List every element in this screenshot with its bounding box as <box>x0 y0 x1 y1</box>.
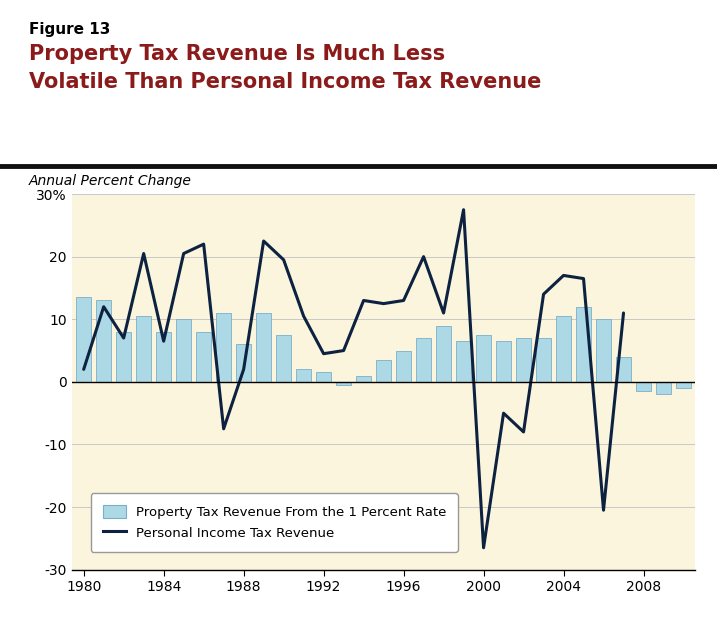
Bar <box>576 307 591 382</box>
Bar <box>96 300 111 382</box>
Bar <box>536 338 551 382</box>
Bar <box>556 316 571 382</box>
Bar <box>416 338 431 382</box>
Bar <box>136 316 151 382</box>
Bar <box>156 332 171 382</box>
Bar <box>216 313 231 382</box>
Bar <box>676 382 691 388</box>
Bar <box>276 335 291 382</box>
Bar <box>196 332 211 382</box>
Bar <box>76 297 91 382</box>
Bar <box>316 372 331 382</box>
Bar <box>376 360 391 382</box>
Text: Annual Percent Change: Annual Percent Change <box>29 174 191 188</box>
Bar <box>456 341 471 382</box>
Bar <box>396 351 411 382</box>
Bar <box>656 382 671 394</box>
Bar <box>116 332 131 382</box>
Bar <box>596 319 611 382</box>
Text: Property Tax Revenue Is Much Less: Property Tax Revenue Is Much Less <box>29 44 445 64</box>
Bar <box>476 335 491 382</box>
Bar <box>236 344 251 382</box>
Bar <box>436 326 451 382</box>
Bar <box>516 338 531 382</box>
Bar <box>496 341 511 382</box>
Bar <box>296 369 311 382</box>
Text: Figure 13: Figure 13 <box>29 22 110 37</box>
Bar <box>636 382 651 391</box>
Bar <box>256 313 271 382</box>
Legend: Property Tax Revenue From the 1 Percent Rate, Personal Income Tax Revenue: Property Tax Revenue From the 1 Percent … <box>91 493 458 552</box>
Bar <box>616 357 631 382</box>
Bar <box>336 382 351 385</box>
Bar <box>356 376 371 382</box>
Text: Volatile Than Personal Income Tax Revenue: Volatile Than Personal Income Tax Revenu… <box>29 72 541 92</box>
Bar <box>176 319 191 382</box>
